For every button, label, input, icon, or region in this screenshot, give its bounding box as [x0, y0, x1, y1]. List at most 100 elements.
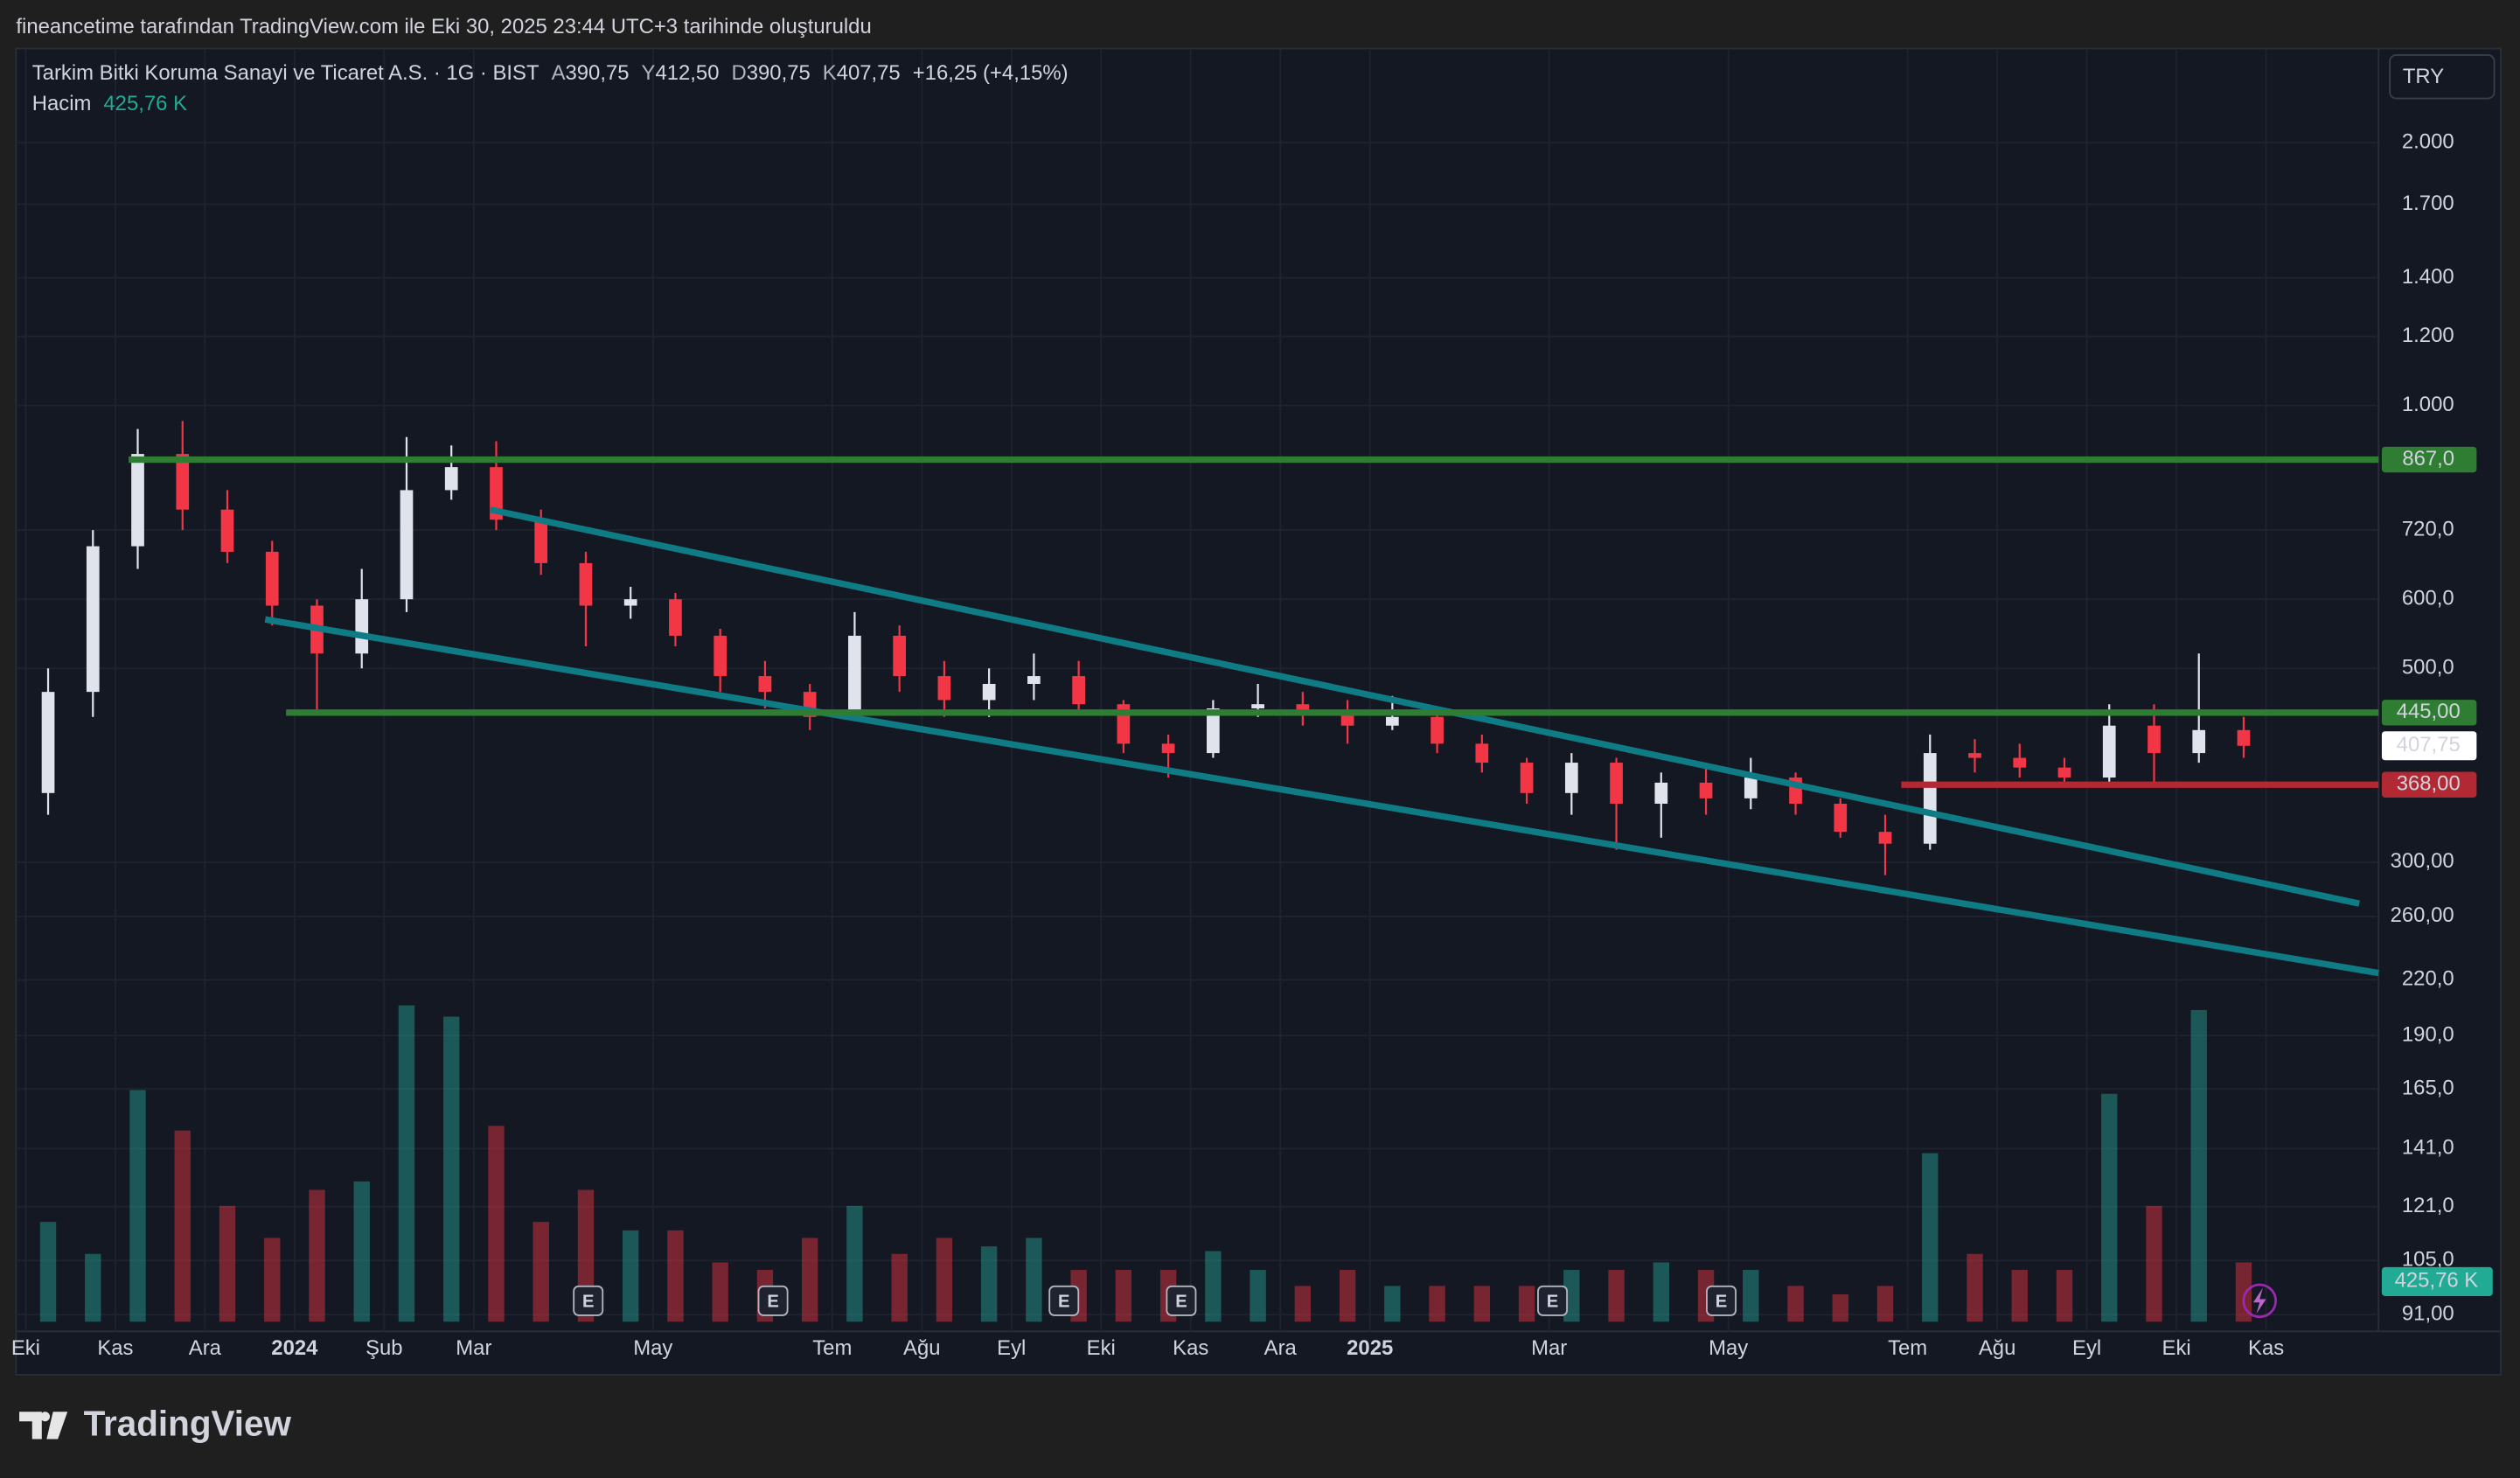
x-tick-label: Kas [97, 1336, 133, 1360]
volume-bar [1205, 1251, 1222, 1322]
y-tick-label: 720,0 [2402, 517, 2454, 540]
x-tick-label: Ara [189, 1336, 222, 1360]
trendline [489, 506, 2360, 907]
y-tick-label: 121,0 [2402, 1194, 2454, 1217]
candle-body [1161, 743, 1175, 754]
volume-bar [129, 1090, 146, 1322]
volume-bar [1922, 1153, 1939, 1322]
volume-bar [1518, 1286, 1535, 1322]
volume-label: Hacim [32, 92, 92, 115]
alert-icon[interactable] [2242, 1283, 2278, 1319]
candle-body [1207, 708, 1220, 754]
level-label: 867,0 [2402, 447, 2454, 471]
candle-body [1251, 704, 1264, 709]
change: +16,25 (+4,15%) [913, 61, 1069, 85]
candle-body [1654, 782, 1668, 805]
volume-bar [1743, 1270, 1759, 1322]
volume-bar [2101, 1093, 2118, 1322]
earnings-label: E [1058, 1293, 1069, 1312]
candle-body [1968, 753, 1981, 758]
candle-body [937, 676, 951, 701]
volume-bar [2146, 1205, 2162, 1322]
low: 390,75 [747, 61, 811, 85]
x-tick-label: Tem [812, 1336, 852, 1360]
volume-bar [398, 1005, 415, 1322]
candle-body [1834, 804, 1848, 833]
earnings-marker [1048, 1285, 1080, 1316]
earnings-marker [1706, 1285, 1737, 1316]
x-tick-label: Kas [1173, 1336, 1208, 1360]
candle-body [534, 519, 548, 563]
volume-bar [1339, 1270, 1356, 1322]
x-tick-label: Ara [1264, 1336, 1298, 1360]
candle-body [1385, 716, 1399, 726]
logo-mark [19, 1412, 68, 1440]
watermark: fineancetime tarafından TradingView.com … [16, 15, 871, 38]
alert-bolt [2252, 1287, 2266, 1314]
candle-body [758, 676, 772, 693]
plot [39, 421, 2379, 1322]
candle-body [1475, 743, 1489, 763]
earnings-marker [757, 1285, 789, 1316]
volume-bar [801, 1237, 818, 1322]
earnings-marker [573, 1285, 604, 1316]
earnings-label: E [1175, 1293, 1187, 1312]
volume-bar [1250, 1270, 1266, 1322]
x-tick-label: Eki [2162, 1336, 2191, 1360]
legend: Tarkim Bitki Koruma Sanayi ve Ticaret A.… [32, 61, 1069, 85]
candle-body [1923, 753, 1937, 844]
volume-bar [219, 1205, 236, 1322]
candle-body [623, 599, 637, 606]
volume-value: 425,76 K [103, 92, 187, 115]
y-tick-label: 1.000 [2402, 393, 2454, 416]
y-tick-label: 300,00 [2391, 849, 2454, 873]
level-label: 445,00 [2397, 700, 2461, 723]
last-price-tag [2381, 731, 2477, 761]
x-tick-label: Kas [2248, 1336, 2284, 1360]
volume-bar [1653, 1262, 1669, 1322]
trendline [264, 616, 2379, 977]
volume-bar [936, 1237, 953, 1322]
currency[interactable]: TRY [2403, 65, 2444, 88]
candle-body [131, 454, 144, 547]
earnings-label: E [1716, 1293, 1727, 1312]
volume-legend: Hacim 425,76 K [32, 92, 187, 115]
volume-bar [488, 1126, 505, 1322]
volume-bar [1294, 1286, 1312, 1322]
symbol: Tarkim Bitki Koruma Sanayi ve Ticaret A.… [32, 61, 540, 85]
candle-body [2057, 767, 2071, 778]
candle-body [2102, 725, 2116, 778]
y-tick-label: 500,0 [2402, 656, 2454, 680]
volume-bar [1967, 1253, 1983, 1322]
candle-body [579, 562, 593, 606]
y-tick-label: 2.000 [2402, 129, 2454, 153]
candle-body [490, 467, 503, 520]
volume-bar [1384, 1286, 1401, 1322]
x-tick-label: Mar [1531, 1336, 1567, 1360]
candle-body [176, 454, 190, 510]
y-tick-label: 165,0 [2402, 1076, 2454, 1099]
volume-bar [712, 1262, 728, 1322]
x-tick-label: Tem [1888, 1336, 1927, 1360]
volume-bar [1608, 1270, 1625, 1322]
earnings-label: E [767, 1293, 778, 1312]
x-tick-label: Ağu [903, 1336, 940, 1360]
candle-body [2013, 757, 2027, 768]
y-tick-label: 1.400 [2402, 265, 2454, 289]
candle-body [982, 684, 996, 701]
low-label: D [731, 61, 746, 85]
last-price-label: 407,75 [2397, 733, 2461, 756]
volume-bar [1876, 1286, 1894, 1322]
high: 412,50 [655, 61, 719, 85]
close: 407,75 [837, 61, 901, 85]
y-tick-label: 600,0 [2402, 587, 2454, 610]
candle-body [893, 635, 907, 677]
volume-bar [2011, 1270, 2028, 1322]
open: 390,75 [566, 61, 630, 85]
candle-body [2192, 729, 2206, 754]
candle-body [86, 546, 100, 693]
candle-body [1878, 832, 1892, 844]
currency-button[interactable] [2389, 54, 2496, 100]
x-tick-label: Eyl [997, 1336, 1026, 1360]
candle-body [1699, 782, 1713, 798]
